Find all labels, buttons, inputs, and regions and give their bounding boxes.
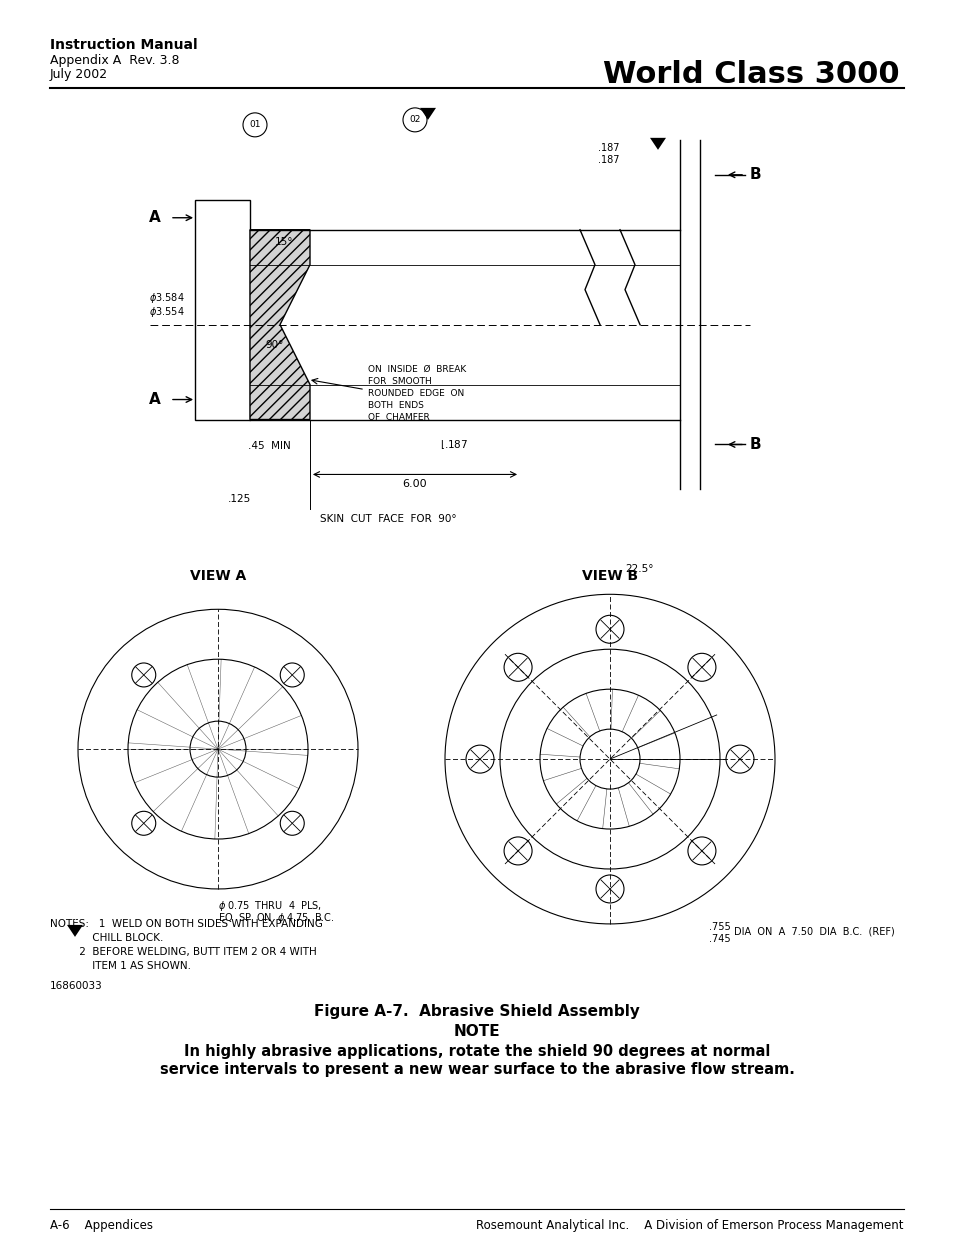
Polygon shape — [250, 230, 310, 420]
Text: $\phi$ 0.75  THRU  4  PLS,: $\phi$ 0.75 THRU 4 PLS, — [218, 899, 322, 913]
Text: A-6    Appendices: A-6 Appendices — [50, 1219, 152, 1231]
Text: EQ  SP  ON  $\phi$ 4.75  B.C.: EQ SP ON $\phi$ 4.75 B.C. — [218, 911, 335, 925]
Text: 1: 1 — [655, 127, 659, 136]
Text: 16860033: 16860033 — [50, 981, 103, 990]
Text: DIA  ON  A  7.50  DIA  B.C.  (REF): DIA ON A 7.50 DIA B.C. (REF) — [733, 927, 894, 937]
Text: $\lfloor$.187: $\lfloor$.187 — [439, 438, 468, 451]
Text: .755: .755 — [708, 921, 730, 932]
Text: FOR  SMOOTH: FOR SMOOTH — [368, 377, 432, 387]
Text: OF  CHAMFER: OF CHAMFER — [368, 412, 429, 422]
Text: A: A — [149, 210, 161, 225]
Text: 15°: 15° — [274, 237, 294, 247]
Text: 22.5°: 22.5° — [624, 564, 653, 574]
Text: $\phi$3.554: $\phi$3.554 — [149, 305, 185, 319]
Text: Instruction Manual: Instruction Manual — [50, 38, 197, 52]
Text: ROUNDED  EDGE  ON: ROUNDED EDGE ON — [368, 389, 464, 398]
Text: $\phi$3.584: $\phi$3.584 — [149, 290, 185, 305]
Text: .45  MIN: .45 MIN — [248, 441, 291, 452]
Polygon shape — [649, 138, 665, 149]
Text: .745: .745 — [708, 934, 730, 944]
Text: 02: 02 — [409, 115, 420, 125]
Text: 6.00: 6.00 — [402, 479, 427, 489]
Polygon shape — [419, 107, 436, 120]
Text: B: B — [748, 437, 760, 452]
Text: CHILL BLOCK.: CHILL BLOCK. — [50, 932, 163, 942]
Text: July 2002: July 2002 — [50, 68, 108, 82]
Text: NOTES:   1  WELD ON BOTH SIDES WITH EXPANDING: NOTES: 1 WELD ON BOTH SIDES WITH EXPANDI… — [50, 919, 322, 929]
Text: SKIN  CUT  FACE  FOR  90°: SKIN CUT FACE FOR 90° — [319, 515, 456, 525]
Text: .125: .125 — [228, 494, 251, 504]
Text: Figure A-7.  Abrasive Shield Assembly: Figure A-7. Abrasive Shield Assembly — [314, 1004, 639, 1019]
Text: service intervals to present a new wear surface to the abrasive flow stream.: service intervals to present a new wear … — [159, 1062, 794, 1077]
Text: .187: .187 — [598, 143, 618, 153]
Text: 01: 01 — [249, 120, 260, 130]
Text: BOTH  ENDS: BOTH ENDS — [368, 401, 423, 410]
Text: VIEW A: VIEW A — [190, 569, 246, 583]
Text: A: A — [149, 391, 161, 408]
Text: 2  BEFORE WELDING, BUTT ITEM 2 OR 4 WITH: 2 BEFORE WELDING, BUTT ITEM 2 OR 4 WITH — [50, 947, 316, 957]
Text: VIEW B: VIEW B — [581, 569, 638, 583]
Text: Appendix A  Rev. 3.8: Appendix A Rev. 3.8 — [50, 54, 179, 67]
Text: ON  INSIDE  Ø  BREAK: ON INSIDE Ø BREAK — [368, 366, 466, 374]
Text: NOTE: NOTE — [454, 1024, 499, 1039]
Text: 1: 1 — [72, 914, 77, 923]
Text: 2: 2 — [425, 96, 430, 106]
Text: ITEM 1 AS SHOWN.: ITEM 1 AS SHOWN. — [50, 961, 191, 971]
Text: .187: .187 — [598, 154, 618, 164]
Text: 90°: 90° — [265, 340, 283, 350]
Polygon shape — [67, 925, 83, 937]
Text: Rosemount Analytical Inc.    A Division of Emerson Process Management: Rosemount Analytical Inc. A Division of … — [476, 1219, 903, 1231]
Text: In highly abrasive applications, rotate the shield 90 degrees at normal: In highly abrasive applications, rotate … — [184, 1044, 769, 1058]
Text: B: B — [748, 167, 760, 183]
Text: World Class 3000: World Class 3000 — [602, 61, 899, 89]
